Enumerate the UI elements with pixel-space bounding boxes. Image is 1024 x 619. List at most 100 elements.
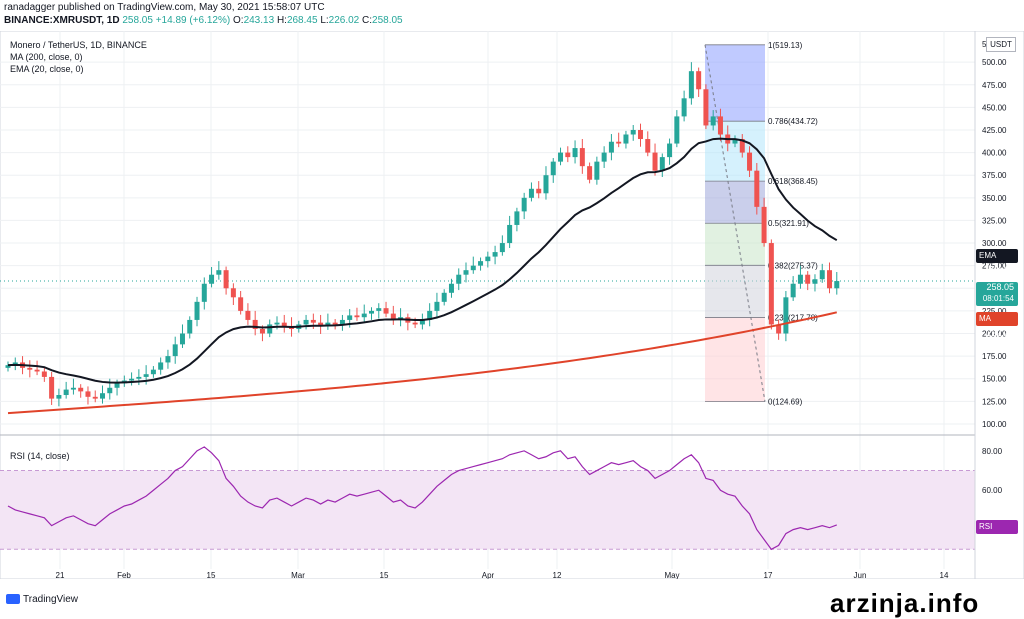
candle-body	[761, 206, 767, 244]
tradingview-brand[interactable]: TradingView	[6, 594, 78, 605]
candle-body	[412, 322, 418, 325]
candle-body	[318, 322, 324, 327]
price-chart[interactable]: 1(519.13) 0.786(434.72) 0.618(368.45) 0.5(3…	[0, 31, 1024, 579]
x-tick-label: 15	[380, 571, 389, 579]
rsi-tick-label: 60.00	[982, 486, 1003, 495]
candle-body	[179, 333, 185, 345]
candle-body	[369, 310, 374, 314]
candle-body	[819, 270, 825, 280]
candle-body	[158, 362, 164, 370]
candle-body	[696, 71, 702, 90]
ma-200-line	[7, 311, 838, 415]
low-value: 226.02	[328, 15, 360, 26]
candle-body	[267, 324, 273, 334]
candle-body	[274, 322, 280, 325]
x-tick-label: 15	[207, 571, 216, 579]
candle-body	[827, 270, 833, 289]
candle-body	[572, 148, 578, 158]
x-tick-label: 12	[553, 571, 562, 579]
candle-body	[645, 139, 651, 153]
candle-body	[630, 129, 636, 135]
close-key: C:	[362, 15, 373, 26]
fib-zone	[705, 265, 765, 318]
publish-info: ranadagger published on TradingView.com,…	[4, 2, 325, 13]
candle-body	[536, 188, 542, 194]
candle-body	[492, 252, 498, 257]
rsi-badge-label: RSI	[979, 522, 993, 531]
candle-body	[354, 315, 360, 318]
x-tick-label: May	[664, 571, 679, 579]
candle-body	[143, 374, 149, 377]
fib-zone	[705, 317, 765, 402]
ema-badge: EMA 294.04	[976, 249, 1018, 275]
ma-badge: MA 222.26	[976, 312, 1018, 338]
candle-body	[78, 387, 84, 392]
candle-body	[776, 324, 782, 334]
y-tick-label: 150.00	[982, 375, 1007, 384]
price-change: +14.89 (+6.12%)	[155, 15, 231, 26]
candle-body	[543, 175, 549, 194]
y-tick-label: 300.00	[982, 239, 1007, 248]
fib-level-label: 0.618(368.45)	[768, 177, 818, 186]
y-tick-label: 225.00	[982, 307, 1007, 316]
candle-body	[194, 301, 200, 320]
close-value: 258.05	[372, 15, 403, 26]
candle-body	[252, 319, 258, 329]
open-key: O:	[233, 15, 244, 26]
candle-body	[732, 139, 738, 144]
x-tick-label: Jun	[854, 571, 867, 579]
candle-body	[514, 211, 520, 225]
candle-body	[70, 387, 76, 390]
rsi-line	[7, 446, 837, 551]
candle-body	[456, 274, 462, 284]
candle-body	[565, 152, 571, 158]
candle-body	[790, 283, 796, 298]
fib-trend-line	[704, 44, 766, 402]
footer: TradingView arzinja.info	[0, 588, 1024, 618]
candle-body	[550, 161, 556, 176]
candle-body	[259, 328, 265, 334]
candle-body	[485, 256, 491, 262]
open-value: 243.13	[243, 15, 275, 26]
candle-body	[100, 393, 106, 399]
candle-body	[310, 319, 316, 323]
candle-body	[594, 161, 600, 180]
candle-body	[739, 139, 745, 153]
y-tick-label: 325.00	[982, 216, 1007, 225]
x-tick-label: 14	[940, 571, 949, 579]
low-key: L:	[320, 15, 329, 26]
rsi-badge: RSI 42.36	[976, 520, 1018, 546]
y-tick-label: 5	[982, 40, 987, 49]
candle-body	[41, 371, 47, 377]
fib-level-label: 0.786(434.72)	[768, 117, 818, 126]
candle-body	[805, 274, 811, 284]
candle-body	[558, 152, 564, 162]
rsi-pane	[0, 470, 975, 550]
candle-body	[681, 98, 687, 117]
ma-badge-value: 222.26	[986, 328, 1014, 338]
candle-body	[448, 283, 454, 293]
candle-body	[5, 365, 11, 368]
x-tick-label: 17	[764, 571, 773, 579]
chart-title: Monero / TetherUS, 1D, BINANCE	[10, 40, 147, 50]
candle-body	[768, 243, 774, 325]
candle-body	[114, 383, 120, 388]
currency-button[interactable]: USDT	[986, 37, 1016, 52]
candle-body	[703, 89, 709, 126]
candle-body	[463, 270, 469, 275]
candle-body	[172, 344, 178, 357]
candle-body	[209, 274, 215, 284]
high-value: 268.45	[286, 15, 318, 26]
fib-level-label: 0.382(275.37)	[768, 261, 818, 270]
candle-body	[754, 170, 760, 207]
last-price-badge: 258.05 08:01:54	[976, 282, 1018, 306]
candle-body	[637, 129, 643, 140]
candle-body	[49, 376, 55, 399]
candle-body	[507, 224, 513, 244]
candle-body	[223, 270, 229, 289]
candle-body	[521, 197, 527, 212]
candle-body	[129, 378, 135, 381]
symbol-label: BINANCE:XMRUSDT, 1D	[4, 15, 120, 26]
candle-body	[608, 141, 614, 153]
rsi-badge-value: 42.36	[991, 536, 1014, 546]
